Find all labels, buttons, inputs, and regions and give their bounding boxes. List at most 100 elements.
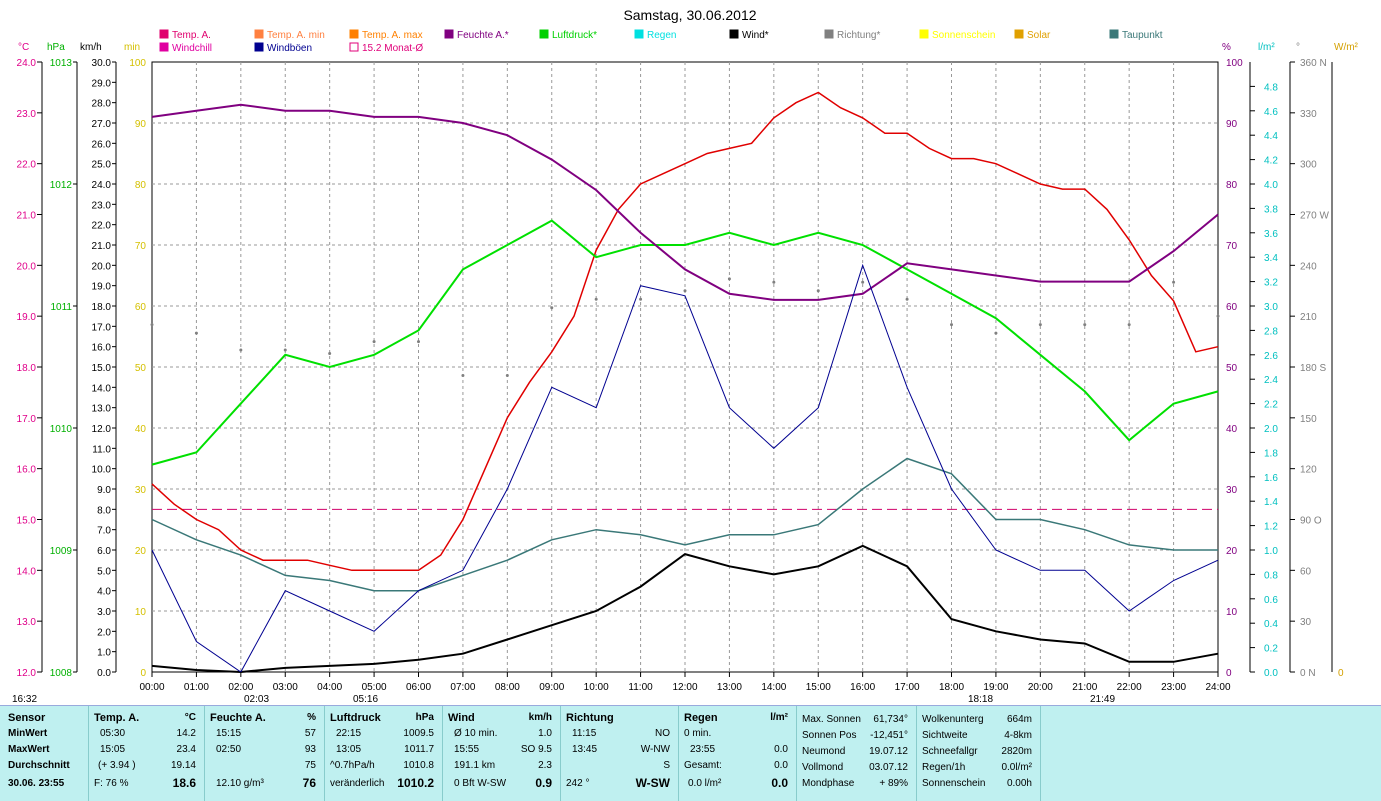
- series-windben-line: [151, 263, 1219, 673]
- direction-tick: 300: [1300, 160, 1317, 171]
- humidity-tick: 100: [1226, 58, 1243, 69]
- humidity-tick: 20: [1226, 546, 1238, 557]
- series-tempa-line: [151, 91, 1219, 572]
- direction-tick: 270 W: [1300, 211, 1329, 222]
- humidity-avg-val: 75: [304, 760, 316, 771]
- direction-dot: [239, 348, 243, 352]
- astro-r3b: 19.07.12: [869, 746, 908, 757]
- wind-tick: 30.0: [92, 58, 112, 69]
- pressure-unit: hPa: [415, 712, 434, 723]
- legend-label: 15.2 Monat-Ø: [362, 43, 423, 54]
- rain-tick: 4.2: [1264, 156, 1278, 167]
- weather-chart: Samstag, 30.06.2012 Temp. A. Temp. A. min…: [12, 7, 1359, 705]
- rain-tick: 2.0: [1264, 424, 1278, 435]
- legend-label: Taupunkt: [1122, 30, 1163, 41]
- rain-tick: 1.8: [1264, 448, 1278, 459]
- direction-dot: [328, 351, 332, 355]
- wind-r3b: 2.3: [538, 760, 552, 771]
- min-tick: 30: [135, 485, 147, 496]
- wind-tick: 20.0: [92, 261, 112, 272]
- rain-tick: 3.8: [1264, 204, 1278, 215]
- humidity-axis-unit: %: [1222, 42, 1231, 53]
- min-tick: 20: [135, 546, 147, 557]
- x-tick-label: 05:00: [362, 682, 387, 693]
- direction-dot: [594, 297, 598, 301]
- rain-r4b: 0.0: [771, 776, 788, 790]
- direction-dot: [150, 323, 154, 327]
- legend-swatch: [634, 29, 644, 39]
- direction-dot: [639, 297, 643, 301]
- humidity-tick: 0: [1226, 668, 1232, 679]
- wind-tick: 23.0: [92, 200, 112, 211]
- row-label-min: MinWert: [8, 728, 48, 739]
- min-tick: 40: [135, 424, 147, 435]
- pressure-max-val: 1011.7: [404, 744, 434, 755]
- rain-tick: 4.8: [1264, 82, 1278, 93]
- left-time-label: 16:32: [12, 694, 37, 705]
- legend-swatch: [254, 29, 264, 39]
- wind-tick: 21.0: [92, 241, 112, 252]
- x-tick-label: 17:00: [895, 682, 920, 693]
- humidity-min-time: 15:15: [216, 728, 242, 739]
- wind-tick: 26.0: [92, 139, 112, 150]
- misc-r1b: 664m: [1006, 714, 1032, 725]
- legend-label: Sonnenschein: [932, 30, 995, 41]
- rain-tick: 4.6: [1264, 107, 1278, 118]
- misc-r1a: Wolkenunterg: [922, 714, 984, 725]
- humidity-header: Feuchte A.: [210, 712, 266, 724]
- direction-tick: 0 N: [1300, 668, 1316, 679]
- wind-tick: 15.0: [92, 363, 112, 374]
- row-label-max: MaxWert: [8, 744, 50, 755]
- current-date: 30.06. 23:55: [8, 778, 65, 789]
- pressure-state: veränderlich: [330, 778, 385, 789]
- direction-dot: [461, 373, 465, 377]
- misc-r3a: Schneefallgr: [922, 746, 978, 757]
- rain-tick: 0.8: [1264, 570, 1278, 581]
- pressure-min-val: 1009.5: [403, 728, 434, 739]
- pressure-tick: 1013: [50, 58, 73, 69]
- wind-tick: 2.0: [97, 627, 111, 638]
- rain-tick: 3.2: [1264, 278, 1278, 289]
- rain-r2b: 0.0: [774, 744, 788, 755]
- wind-column: Wind km/h Ø 10 min. 1.0 15:55 SO 9.5 191…: [444, 706, 558, 801]
- legend-swatch: [159, 42, 169, 52]
- humidity-max-time: 02:50: [216, 744, 242, 755]
- direction-dot: [727, 277, 731, 281]
- direction-tick: 360 N: [1300, 58, 1327, 69]
- rain-tick: 2.4: [1264, 375, 1278, 386]
- rain-tick: 1.2: [1264, 522, 1278, 533]
- direction-r1a: 11:15: [572, 728, 597, 739]
- rain-tick: 1.4: [1264, 497, 1278, 508]
- legend-label: Wind*: [742, 30, 769, 41]
- wind-tick: 9.0: [97, 485, 111, 496]
- temp-current: 18.6: [172, 776, 196, 790]
- humidity-tick: 80: [1226, 180, 1238, 191]
- legend-label: Richtung*: [837, 30, 880, 41]
- misc-column: Wolkenunterg 664m Sichtweite 4-8km Schne…: [918, 706, 1038, 801]
- humidity-tick: 50: [1226, 363, 1238, 374]
- x-tick-label: 14:00: [761, 682, 786, 693]
- temp-tick: 20.0: [17, 261, 37, 272]
- direction-r1b: NO: [655, 728, 670, 739]
- direction-dot: [905, 297, 909, 301]
- temp-header: Temp. A.: [94, 712, 140, 724]
- rain-tick: 4.4: [1264, 131, 1278, 142]
- legend-swatch: [539, 29, 549, 39]
- min-tick: 100: [129, 58, 146, 69]
- humidity-tick: 40: [1226, 424, 1238, 435]
- misc-r4b: 0.0l/m²: [1001, 762, 1032, 773]
- legend-swatch: [1109, 29, 1119, 39]
- misc-r2a: Sichtweite: [922, 730, 968, 741]
- direction-dot: [1083, 323, 1087, 327]
- wind-r2b: SO 9.5: [520, 744, 552, 755]
- humidity-column: Feuchte A. % 15:15 57 02:50 93 75 12.10 …: [206, 706, 322, 801]
- x-tick-label: 00:00: [139, 682, 164, 693]
- direction-dot: [417, 340, 420, 344]
- direction-r2b: W-NW: [640, 744, 670, 755]
- direction-header: Richtung: [566, 712, 614, 724]
- pressure-current: 1010.2: [397, 776, 434, 790]
- wind-header: Wind: [448, 712, 475, 724]
- legend-swatch: [349, 29, 359, 39]
- wind-r1a: Ø 10 min.: [454, 728, 498, 739]
- series-wind-line: [151, 544, 1219, 674]
